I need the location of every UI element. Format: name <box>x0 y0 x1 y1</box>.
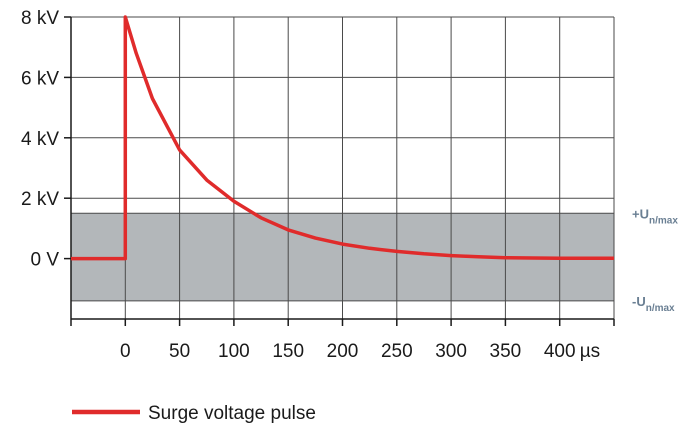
y-tick-label: 4 kV <box>21 129 59 150</box>
y-tick-label: 6 kV <box>21 68 59 89</box>
x-tick-labels: 0 50 100 150 200 250 300 350 400 <box>120 341 576 362</box>
x-tick-label: 150 <box>272 341 304 362</box>
x-tick-label: 50 <box>169 341 190 362</box>
x-tick-label: 200 <box>327 341 359 362</box>
band-labels: +Un/max -Un/max <box>632 206 678 314</box>
x-tick-label: 350 <box>490 341 522 362</box>
x-tick-label: 100 <box>218 341 250 362</box>
grid <box>70 16 615 320</box>
legend: Surge voltage pulse <box>72 403 316 424</box>
x-tick-label: 400 <box>544 341 576 362</box>
x-tick-label: 0 <box>120 341 131 362</box>
x-tick-label: 250 <box>381 341 413 362</box>
axes <box>64 16 615 326</box>
y-tick-label: 2 kV <box>21 189 59 210</box>
legend-label: Surge voltage pulse <box>148 403 316 424</box>
series-line-surge-voltage-pulse <box>71 15 614 261</box>
x-unit-label: µs <box>580 341 600 362</box>
x-tick-label: 300 <box>435 341 467 362</box>
y-tick-labels: 0 V 2 kV 4 kV 6 kV 8 kV <box>21 8 59 271</box>
y-tick-label: 0 V <box>30 250 59 271</box>
band-lower-label: -Un/max <box>632 294 675 314</box>
band-upper-label: +Un/max <box>632 206 678 226</box>
y-tick-label: 8 kV <box>21 8 59 29</box>
